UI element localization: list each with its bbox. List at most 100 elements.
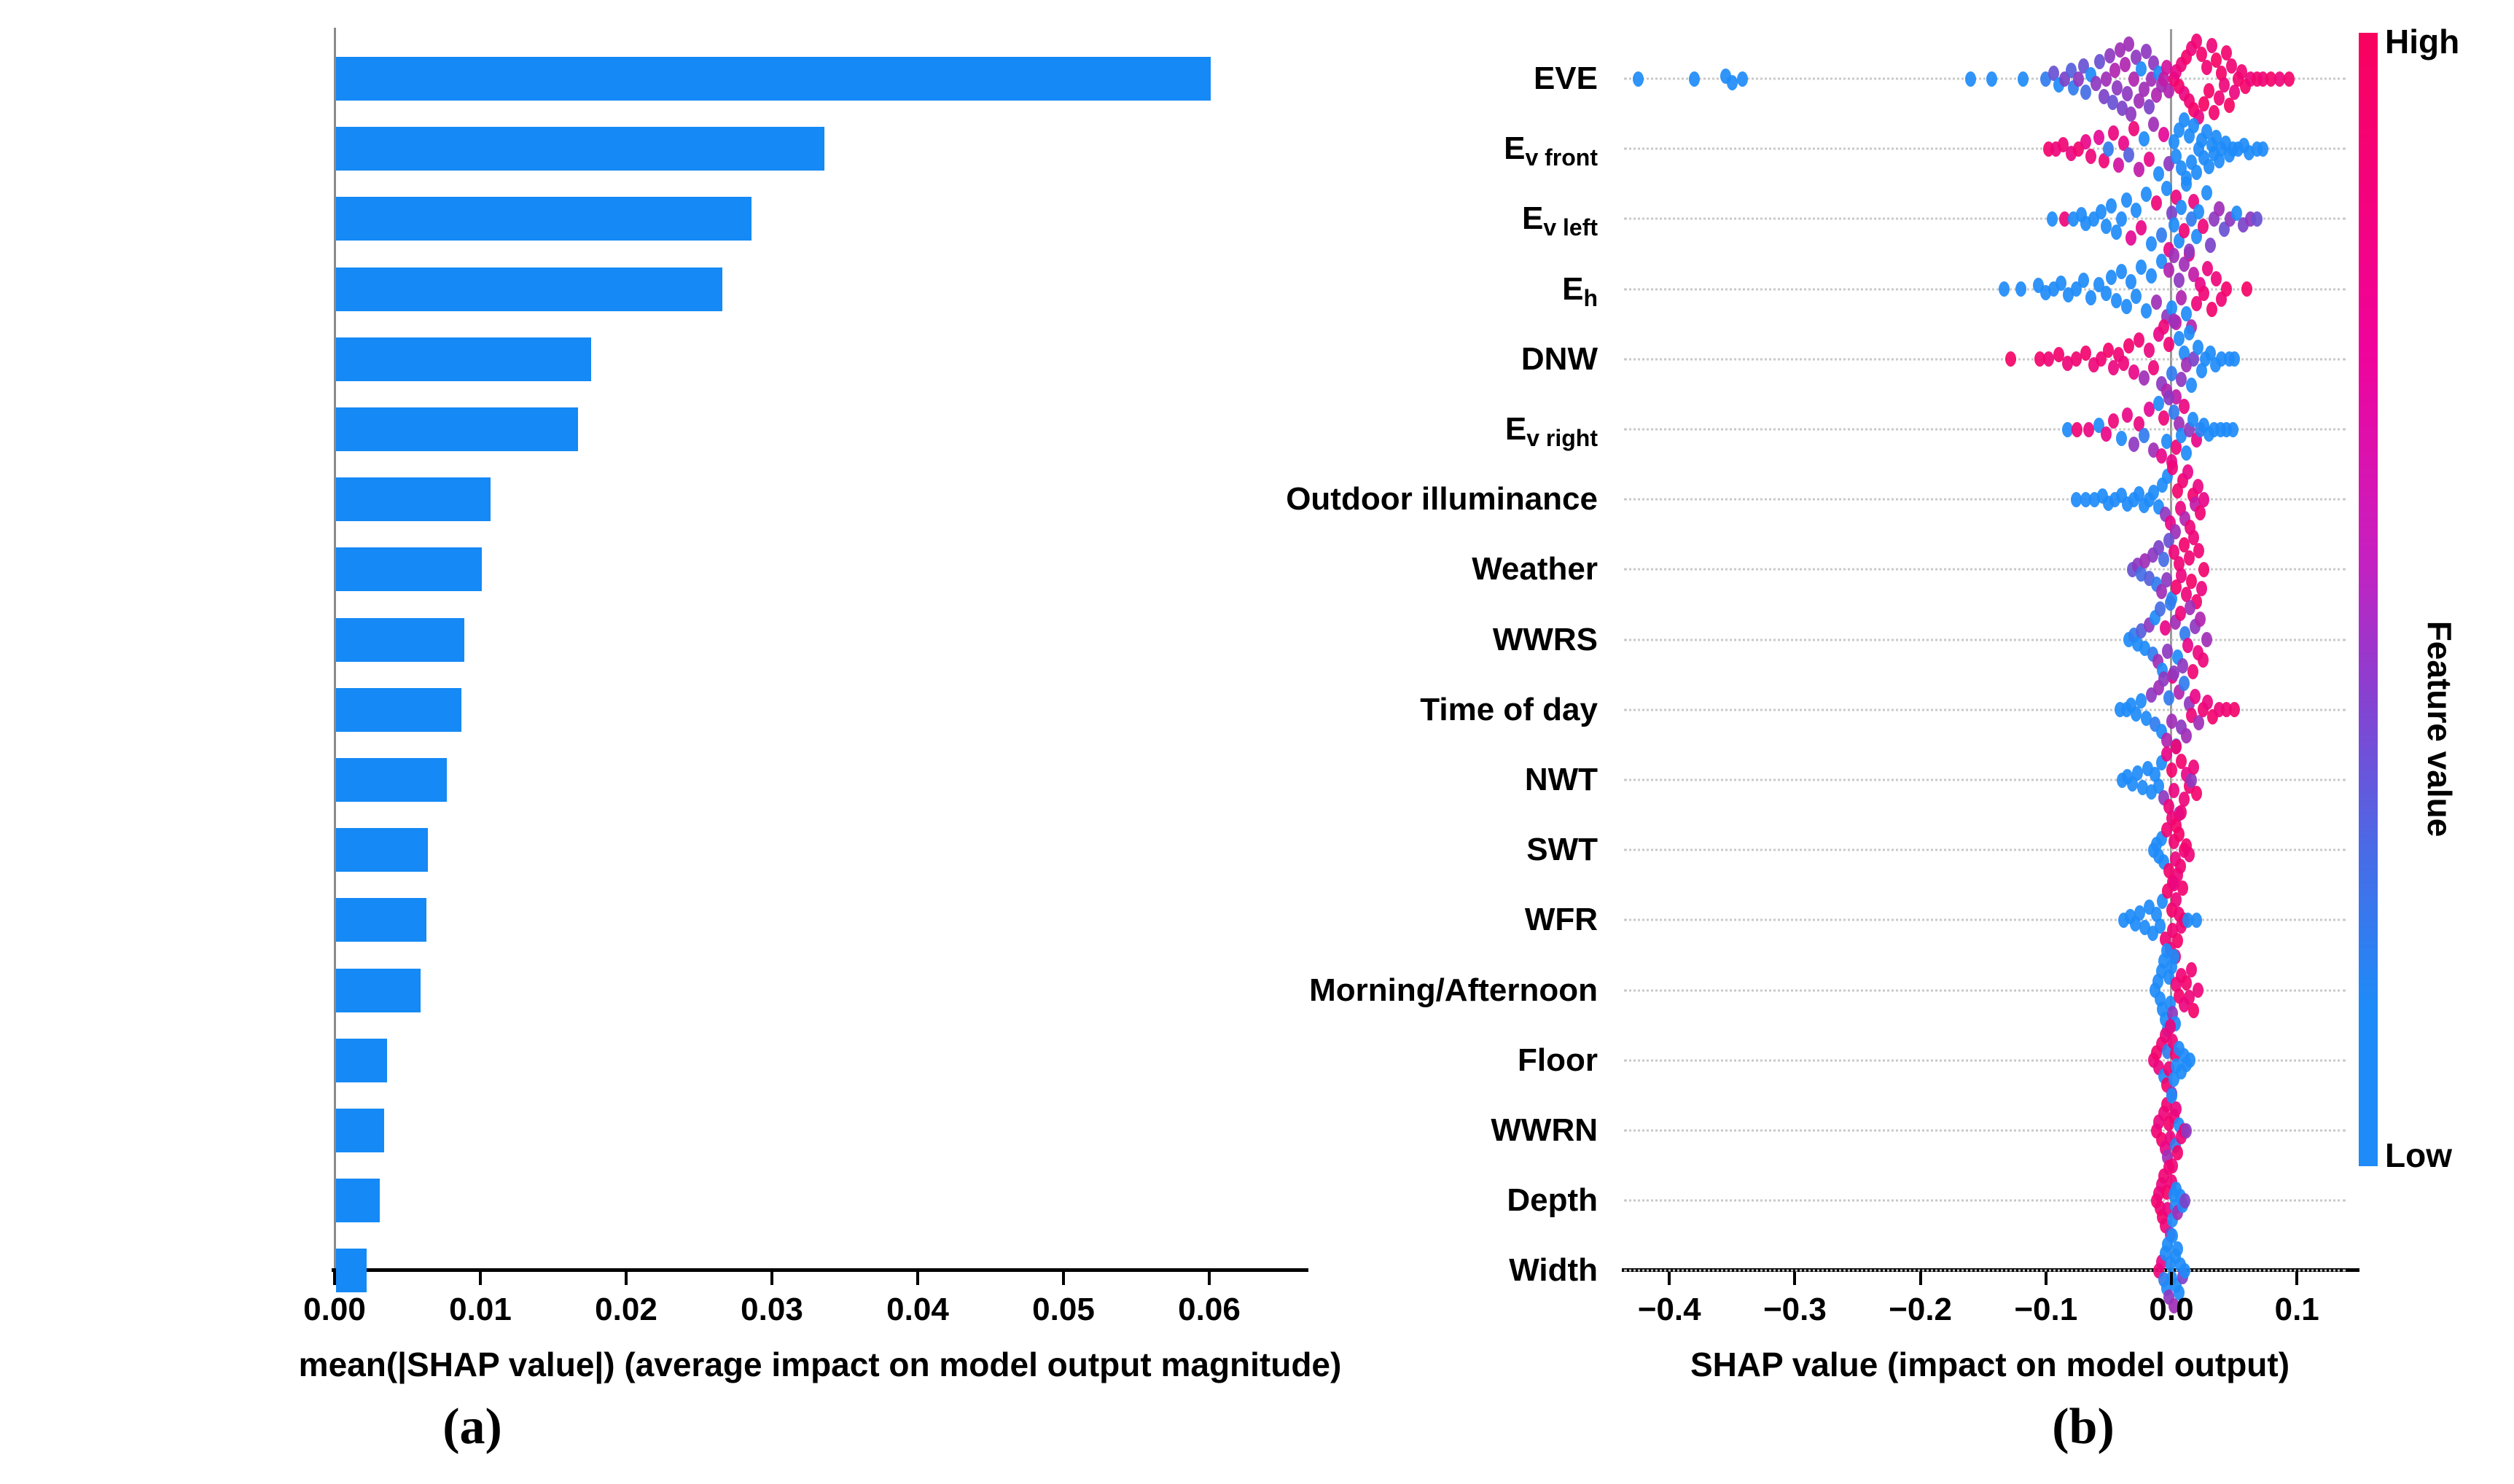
panel-b-feature-label-4: DNW — [1521, 341, 1598, 378]
bar-Weather — [336, 547, 482, 592]
shap-point-Eh — [2176, 290, 2187, 306]
feature-label-subscript: v left — [1543, 214, 1598, 241]
bar-Depth — [336, 1179, 380, 1223]
bar-WFR — [336, 898, 426, 942]
shap-point-Ev right — [2173, 415, 2185, 431]
shap-point-WWRS — [2185, 600, 2196, 616]
shap-point-EVE — [1736, 71, 1748, 87]
shap-point-DNW — [2228, 351, 2240, 367]
shap-point-EVE — [2163, 82, 2175, 98]
shap-point-Time of day — [2141, 711, 2152, 727]
panel-b-feature-label-1: Ev front — [1504, 130, 1598, 171]
shap-point-WWRS — [2164, 595, 2176, 612]
shap-point-Depth — [2163, 1159, 2175, 1175]
shap-point-Ev front — [2085, 148, 2097, 164]
panel-a-caption: (a) — [442, 1399, 502, 1455]
shap-point-Depth — [2179, 1192, 2191, 1208]
panel-a-tick-mark — [1208, 1272, 1211, 1285]
shap-point-DNW — [2143, 343, 2155, 359]
feature-label-text: Depth — [1507, 1182, 1598, 1219]
panel-b-feature-label-8: WWRS — [1493, 622, 1598, 658]
shap-point-EVE — [2203, 82, 2215, 98]
panel-b-row-guide-line — [1624, 358, 2346, 361]
shap-point-WWRS — [2195, 612, 2206, 628]
panel-b-tick-mark — [2170, 1272, 2173, 1285]
panel-b-tick-label: −0.2 — [1889, 1292, 1953, 1327]
shap-point-EVE — [2119, 56, 2131, 72]
shap-point-Eh — [2183, 243, 2195, 259]
feature-label-text: Width — [1509, 1252, 1598, 1289]
panel-b-row-guide-line — [1624, 428, 2346, 431]
shap-point-NWT — [2186, 772, 2198, 788]
shap-point-Eh — [2136, 259, 2147, 276]
shap-point-Ev right — [2061, 421, 2073, 437]
shap-point-Time of day — [2166, 714, 2177, 730]
shap-point-EVE — [1986, 71, 1998, 87]
panel-b-tick-label: 0.0 — [2149, 1292, 2194, 1327]
shap-point-Weather — [2193, 542, 2205, 558]
shap-point-EVE — [2141, 43, 2152, 59]
shap-point-Weather — [2160, 571, 2172, 587]
panel-a-tick-label: 0.00 — [303, 1292, 366, 1327]
shap-point-Outdoor illuminance — [2192, 478, 2203, 494]
shap-point-WWRN — [2181, 1122, 2193, 1139]
bar-Outdoor illuminance — [336, 477, 491, 522]
shap-point-EVE — [2117, 100, 2128, 116]
panel-a-tick-mark — [770, 1272, 773, 1285]
shap-point-Ev right — [2227, 421, 2238, 437]
shap-point-EVE — [2221, 44, 2233, 60]
panel-b-feature-label-5: Ev right — [1505, 411, 1598, 451]
shap-point-DNW — [2005, 351, 2017, 367]
shap-point-Weather — [2153, 539, 2165, 555]
shap-point-Ev front — [2108, 125, 2120, 141]
shap-point-EVE — [2104, 47, 2116, 63]
shap-point-Weather — [2198, 561, 2210, 577]
shap-point-EVE — [2122, 85, 2134, 101]
shap-point-WFR — [2150, 906, 2162, 922]
panel-b-row-guide-line — [1624, 217, 2346, 220]
shap-point-Eh — [2141, 303, 2152, 319]
shap-point-EVE — [1726, 74, 1738, 90]
shap-point-SWT — [2160, 821, 2172, 837]
shap-point-DNW — [2138, 370, 2150, 386]
panel-b-feature-label-14: Floor — [1518, 1042, 1598, 1079]
panel-a-left-spine — [334, 28, 336, 1268]
shap-point-Ev left — [2131, 202, 2142, 218]
shap-point-Weather — [2163, 532, 2175, 548]
shap-point-Outdoor illuminance — [2148, 484, 2160, 500]
shap-point-EVE — [1964, 71, 1976, 87]
shap-point-Eh — [2241, 281, 2252, 297]
shap-point-Ev front — [2257, 141, 2269, 157]
shap-point-Ev left — [2213, 200, 2225, 216]
shap-point-WFR — [2134, 905, 2146, 921]
shap-point-Morning/Afternoon — [2181, 975, 2193, 991]
shap-point-NWT — [2150, 766, 2161, 782]
shap-point-WWRN — [2171, 1101, 2182, 1117]
shap-point-EVE — [2136, 60, 2147, 77]
feature-label-subscript: h — [1583, 284, 1598, 311]
feature-label-text: E — [1521, 200, 1544, 237]
shap-point-WWRS — [2179, 626, 2191, 642]
shap-point-Eh — [2181, 306, 2193, 322]
feature-label-text: WWRN — [1491, 1112, 1598, 1148]
shap-point-EVE — [2094, 53, 2106, 69]
shap-point-DNW — [2204, 345, 2216, 362]
shap-point-EVE — [2131, 49, 2142, 65]
shap-point-Ev right — [2122, 407, 2134, 423]
shap-point-Ev front — [2118, 135, 2130, 151]
shap-point-Eh — [2085, 290, 2097, 306]
shap-point-Ev front — [2190, 164, 2202, 180]
panel-a-tick-mark — [916, 1272, 919, 1285]
shap-point-DNW — [2178, 345, 2190, 362]
shap-point-Ev front — [2203, 158, 2215, 174]
shap-point-DNW — [2188, 351, 2200, 367]
panel-a-x-axis-line — [332, 1268, 1308, 1272]
shap-point-EVE — [2265, 71, 2276, 87]
shap-point-DNW — [2108, 360, 2120, 376]
shap-point-WWRS — [2187, 664, 2198, 680]
feature-label-text: SWT — [1526, 832, 1598, 868]
panel-b-beeswarm — [1312, 0, 2514, 1484]
shap-point-EVE — [2109, 62, 2120, 78]
panel-a-x-axis-title: mean(|SHAP value|) (average impact on mo… — [298, 1346, 1342, 1383]
